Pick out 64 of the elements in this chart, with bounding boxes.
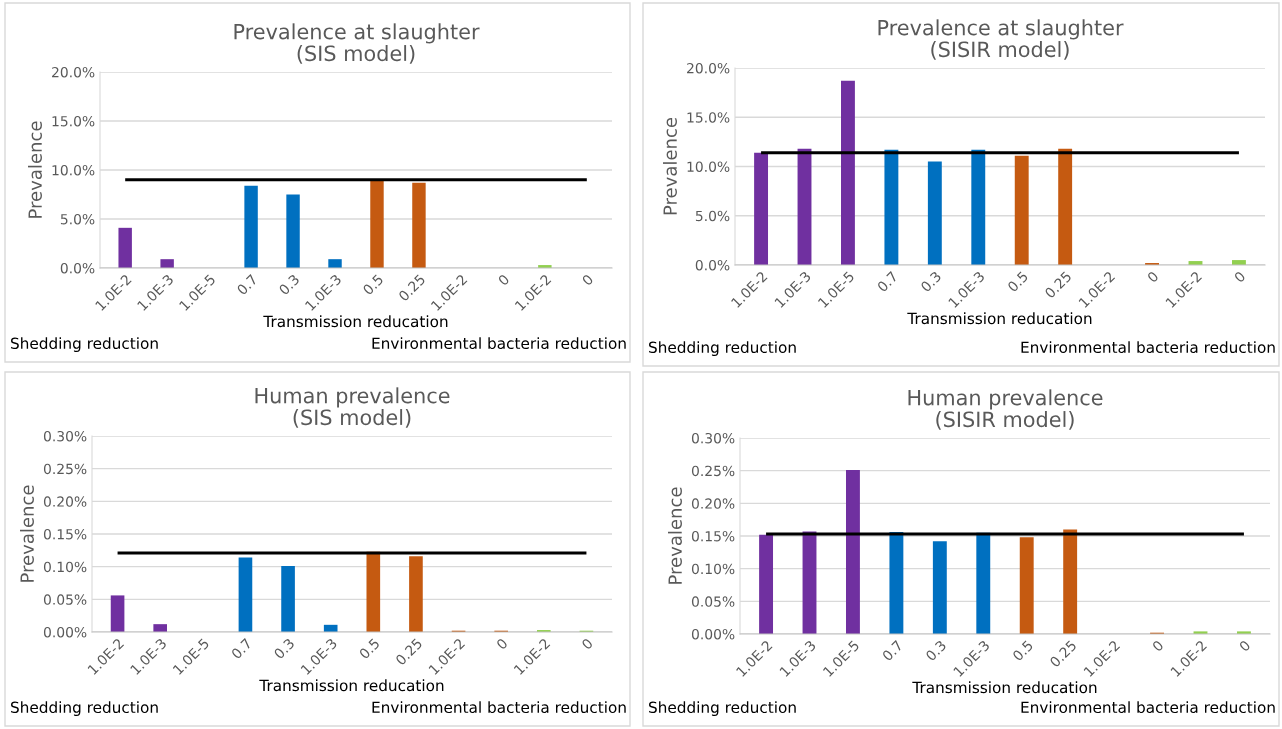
y-tick-label: 20.0%	[52, 66, 95, 78]
y-tick-label: 0.05%	[691, 596, 735, 607]
text: Environmental bacteria reduction	[1021, 341, 1275, 354]
x-tick-label: 0.5	[358, 637, 381, 660]
y-tick-label: 0.30%	[691, 432, 735, 444]
text: Shedding reduction	[11, 701, 158, 716]
x-tick-label: 0.3	[925, 639, 947, 662]
x-tick-label: 0	[581, 637, 594, 651]
x-tick-label: 0.3	[920, 270, 942, 293]
y-tick-label: 0.10%	[691, 563, 735, 575]
chart-title: Human prevalence (SIS model)	[255, 387, 450, 428]
y-tick-label: 15.0%	[52, 115, 95, 127]
x-tick-label: 0.7	[876, 270, 899, 293]
y-tick-label: 0.0%	[695, 259, 730, 271]
y-axis-title: Prevalence	[19, 485, 34, 582]
y-axis-title: Prevalence	[667, 487, 682, 584]
y-tick-label: 0.15%	[43, 528, 87, 540]
x-tick-label: 0.7	[236, 273, 258, 296]
x-tick-label: 0.3	[273, 637, 295, 660]
chart-title: Prevalence at slaughter (SISIR model)	[878, 19, 1124, 60]
y-tick-label: 10.0%	[52, 164, 95, 176]
y-tick-label: 10.0%	[687, 161, 730, 172]
x-tick-label: 0	[1146, 270, 1159, 284]
y-tick-label: 0.00%	[691, 628, 735, 640]
x-tick-label: 0	[1233, 270, 1246, 284]
y-axis-title: Prevalence	[662, 117, 677, 215]
x-axis-title: Transmission reducation	[912, 681, 1097, 694]
x-tick-label: 0.7	[881, 639, 904, 662]
x-axis-title: Transmission reducation	[907, 312, 1092, 325]
x-tick-label: 0	[495, 637, 509, 651]
text: Shedding reduction	[649, 341, 796, 356]
y-tick-label: 0.00%	[43, 626, 87, 638]
x-tick-label: 0.5	[1006, 270, 1029, 293]
x-tick-label: 0	[497, 273, 510, 287]
x-tick-label: 0.5	[1011, 639, 1034, 662]
text: Environmental bacteria reduction	[372, 337, 626, 350]
y-tick-label: 0.25%	[691, 465, 735, 477]
text: Environmental bacteria reduction	[372, 701, 626, 714]
x-tick-label: 0	[1151, 639, 1164, 653]
chart-title: Prevalence at slaughter (SIS model)	[234, 23, 480, 64]
x-axis-title: Transmission reducation	[259, 679, 444, 692]
y-axis-title: Prevalence	[27, 121, 42, 218]
x-tick-label: 0	[581, 273, 594, 287]
y-tick-label: 0.30%	[43, 430, 87, 442]
y-tick-label: 0.15%	[691, 530, 735, 542]
y-tick-label: 5.0%	[695, 210, 730, 222]
y-tick-label: 0.0%	[60, 262, 95, 274]
y-tick-label: 15.0%	[687, 112, 730, 123]
text: Shedding reduction	[11, 337, 158, 352]
y-tick-label: 0.20%	[43, 496, 87, 507]
y-tick-label: 20.0%	[687, 62, 730, 74]
y-tick-label: 5.0%	[60, 213, 95, 225]
x-tick-label: 0	[1238, 639, 1251, 653]
y-tick-label: 0.20%	[691, 498, 735, 509]
text: Environmental bacteria reduction	[1021, 701, 1275, 714]
x-tick-label: 0.5	[362, 273, 384, 296]
y-tick-label: 0.05%	[43, 594, 87, 605]
chart-title: Human prevalence (SISIR model)	[908, 389, 1103, 430]
y-tick-label: 0.10%	[43, 561, 87, 573]
y-tick-label: 0.25%	[43, 463, 87, 475]
x-tick-label: 0.3	[278, 273, 300, 296]
x-axis-title: Transmission reducation	[263, 315, 448, 328]
text: Shedding reduction	[649, 701, 796, 716]
x-tick-label: 0.7	[230, 637, 253, 660]
